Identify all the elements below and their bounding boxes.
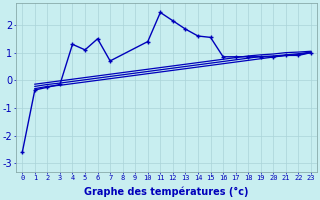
X-axis label: Graphe des températures (°c): Graphe des températures (°c) — [84, 187, 249, 197]
